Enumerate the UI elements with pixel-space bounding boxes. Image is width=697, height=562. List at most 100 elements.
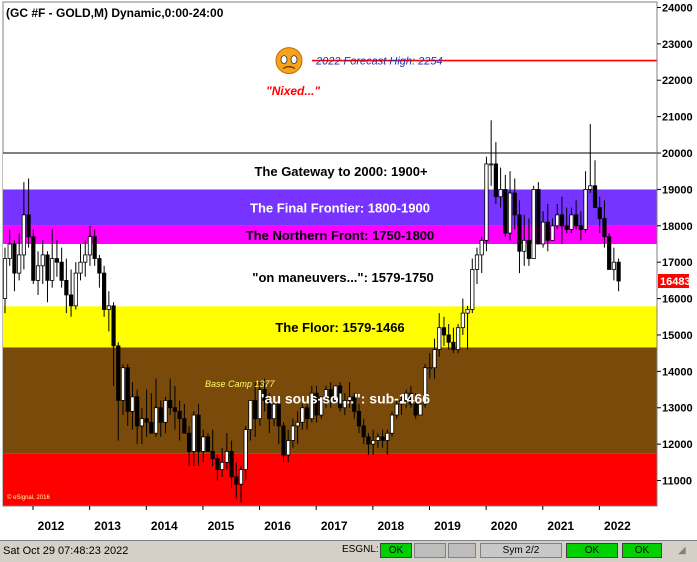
candle-body <box>234 476 239 485</box>
candle-body <box>366 436 371 445</box>
candle-body <box>394 403 399 416</box>
candle-body <box>314 392 319 416</box>
candle-body <box>460 312 465 329</box>
candle-body <box>540 221 546 245</box>
candle-body <box>484 163 489 241</box>
status-cell-empty-2[interactable] <box>448 543 476 558</box>
candle-body <box>408 392 414 405</box>
candle-body <box>196 414 201 452</box>
zone-label-5: The Gateway to 2000: 1900+ <box>254 164 427 179</box>
candle-body <box>569 214 574 230</box>
x-tick-label: 2013 <box>94 519 121 533</box>
copyright-label: © eSignal, 2016 <box>7 494 50 501</box>
candle-body <box>215 458 220 471</box>
candle-body <box>371 440 376 445</box>
status-ok-2[interactable]: OK <box>566 543 618 558</box>
candle-body <box>177 410 182 420</box>
candle-body <box>607 236 612 270</box>
candle-body <box>163 400 168 423</box>
candle-body <box>106 305 111 310</box>
candle-body <box>555 214 560 227</box>
candle-body <box>64 279 69 296</box>
candle-body <box>446 334 451 343</box>
zone-band-5 <box>3 153 657 190</box>
last-price-label: 16483 <box>660 276 691 288</box>
last-price-tag <box>658 274 689 289</box>
nixed-label: "Nixed..." <box>266 84 320 98</box>
y-tick-label: 15000 <box>662 330 693 342</box>
candle-body <box>418 403 423 416</box>
candle-body <box>512 192 517 216</box>
candle-body <box>465 309 470 314</box>
candle-body <box>45 254 50 281</box>
candle-body <box>422 367 428 405</box>
candle-body <box>479 239 484 256</box>
status-cell-empty-1[interactable] <box>414 543 446 558</box>
candle-body <box>588 185 593 190</box>
x-tick-label: 2012 <box>38 519 65 533</box>
candle-body <box>451 341 456 350</box>
candle-body <box>17 254 22 274</box>
candle-body <box>536 189 541 245</box>
candle-body <box>323 389 329 398</box>
x-tick-label: 2019 <box>434 519 461 533</box>
candle-body <box>498 189 503 198</box>
candle-body <box>168 400 173 409</box>
candle-body <box>238 469 244 485</box>
candle-body <box>73 272 78 307</box>
x-tick-label: 2015 <box>208 519 235 533</box>
esgnl-status-ok[interactable]: OK <box>380 543 412 558</box>
y-tick-label: 23000 <box>662 39 693 51</box>
candle-body <box>319 396 324 416</box>
resize-grip-icon[interactable]: ◢ <box>678 545 686 556</box>
candle-body <box>144 418 149 423</box>
candle-body <box>83 254 88 263</box>
candle-body <box>281 425 286 456</box>
candle-body <box>413 403 418 416</box>
y-tick-label: 16000 <box>662 294 693 306</box>
x-tick-label: 2021 <box>547 519 574 533</box>
y-tick-label: 11000 <box>662 476 692 488</box>
candle-body <box>21 214 26 256</box>
candle-body <box>271 403 277 420</box>
gold-price-chart[interactable]: 2022 Forecast High: 2254 "Nixed..." "au s… <box>0 0 697 540</box>
zone-label-1: The Floor: 1579-1466 <box>275 320 404 335</box>
candle-body <box>352 396 357 412</box>
candle-body <box>389 414 395 434</box>
candle-body <box>125 367 130 412</box>
y-tick-label: 20000 <box>662 148 693 160</box>
candle-body <box>191 414 196 452</box>
candle-body <box>92 236 97 259</box>
candle-body <box>578 225 583 230</box>
candle-body <box>172 407 178 412</box>
candle-body <box>26 214 31 238</box>
x-tick-label: 2018 <box>377 519 404 533</box>
candle-body <box>602 218 607 238</box>
y-tick-label: 24000 <box>662 2 693 14</box>
candle-body <box>592 185 598 209</box>
candle-body <box>441 327 447 336</box>
x-tick-label: 2022 <box>604 519 631 533</box>
zone-label-2: "on maneuvers...": 1579-1750 <box>252 270 433 285</box>
candle-body <box>564 225 569 230</box>
candle-body <box>597 207 602 219</box>
candle-body <box>616 261 621 282</box>
candle-body <box>456 327 461 350</box>
candle-body <box>574 214 579 227</box>
candle-body <box>186 432 192 452</box>
y-tick-label: 12000 <box>662 439 693 451</box>
candle-body <box>531 189 536 259</box>
candle-body <box>493 163 498 198</box>
candle-body <box>507 192 513 234</box>
y-tick-label: 21000 <box>662 112 693 124</box>
candle-body <box>31 236 36 281</box>
sad-face-head <box>275 47 303 75</box>
candle-body <box>50 258 55 281</box>
sym-status[interactable]: Sym 2/2 <box>480 543 562 558</box>
candle-body <box>338 385 343 409</box>
candle-body <box>356 410 362 427</box>
status-ok-3[interactable]: OK <box>622 543 662 558</box>
candle-body <box>286 440 291 456</box>
candle-body <box>399 400 404 405</box>
zone-band-2 <box>3 243 657 307</box>
